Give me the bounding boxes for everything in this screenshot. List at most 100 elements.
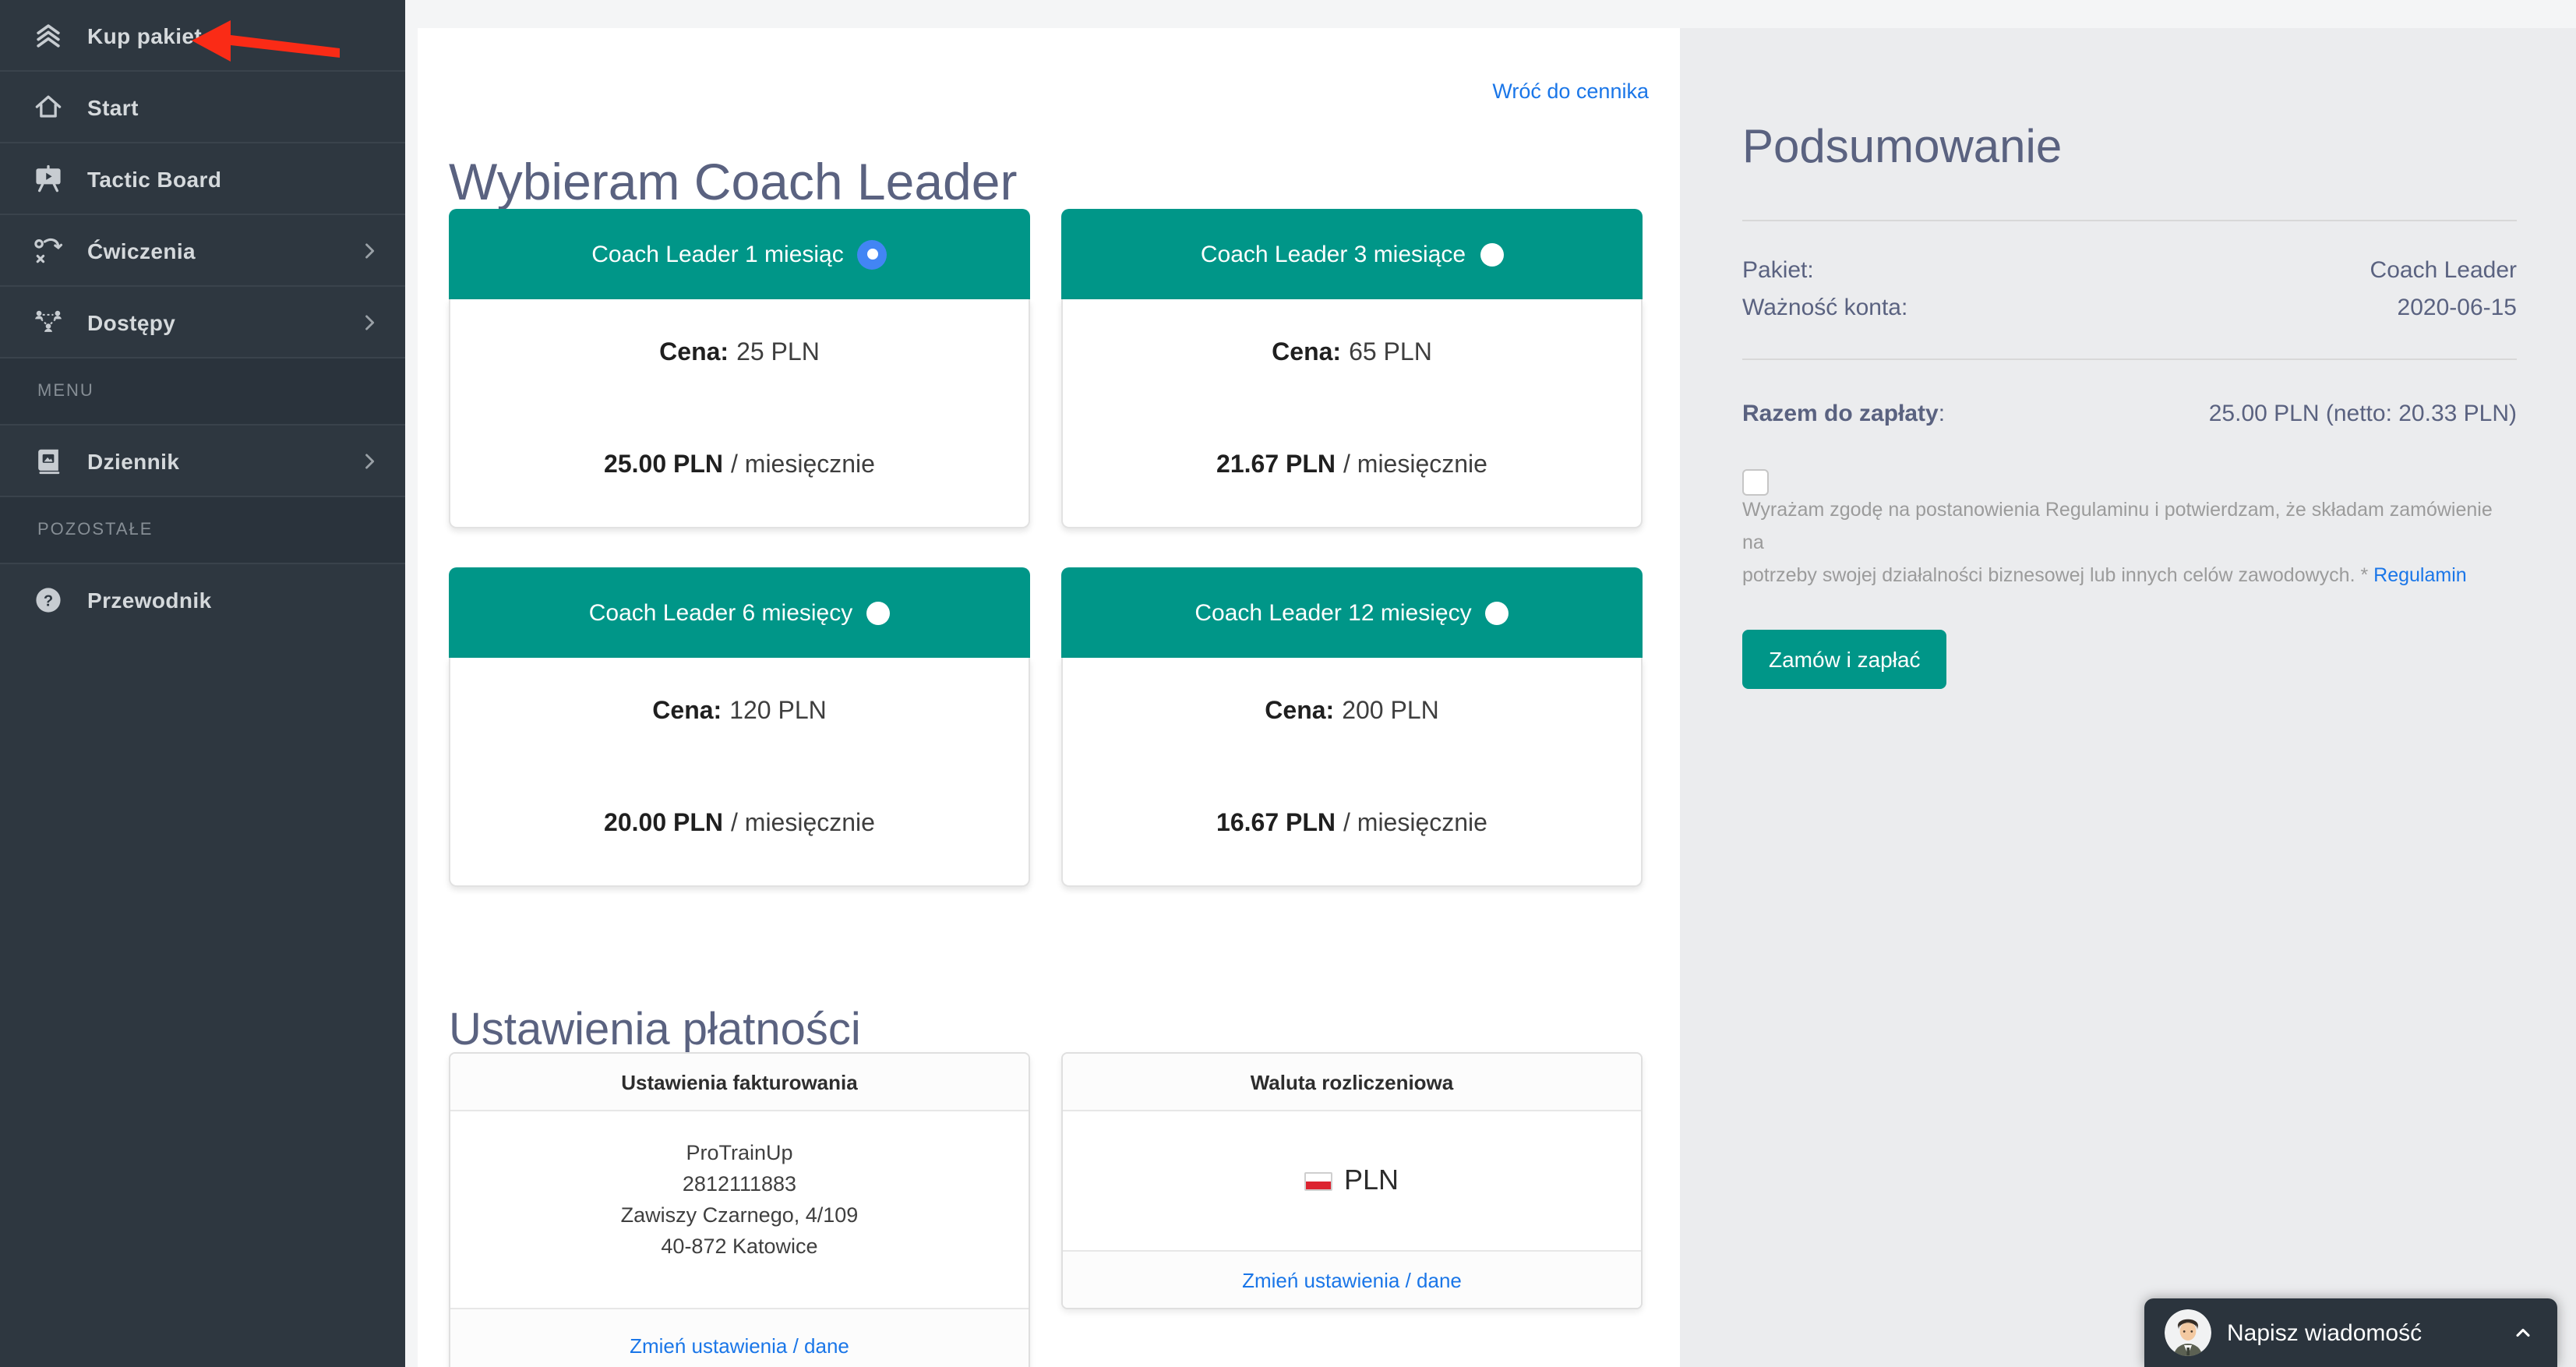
terms-text: Wyrażam zgodę na postanowienia Regulamin… <box>1742 499 2493 586</box>
sidebar-section-pozostale: POZOSTAŁE <box>0 497 405 564</box>
currency-value-row: PLN <box>1063 1111 1641 1250</box>
main-content: Wróć do cennika Wybieram Coach Leader Co… <box>418 28 1680 1367</box>
sidebar-item-label: Start <box>87 94 139 119</box>
summary-panel: Podsumowanie Pakiet: Coach Leader Ważnoś… <box>1680 28 2576 1367</box>
sidebar-item-label: Dziennik <box>87 448 180 473</box>
chevron-right-icon <box>358 239 380 261</box>
plan-header[interactable]: Coach Leader 3 miesiące <box>1061 209 1643 299</box>
plan-title: Coach Leader 1 miesiąc <box>591 241 844 267</box>
summary-row-validity: Ważność konta: 2020-06-15 <box>1742 290 2517 327</box>
billing-line: ProTrainUp <box>686 1141 793 1164</box>
journal-icon <box>31 443 65 478</box>
currency-card-title: Waluta rozliczeniowa <box>1063 1054 1641 1111</box>
support-avatar <box>2165 1309 2211 1356</box>
plan-list: Coach Leader 1 miesiąc Cena: 25 PLN 25.00… <box>449 209 1643 887</box>
chevron-up-icon <box>2512 1322 2534 1344</box>
sidebar-item-label: Przewodnik <box>87 588 212 613</box>
guide-icon: ? <box>31 583 65 617</box>
sidebar-section-menu: MENU <box>0 359 405 426</box>
currency-value: PLN <box>1343 1164 1399 1196</box>
sidebar-item-label: Tactic Board <box>87 166 222 191</box>
validity-value: 2020-06-15 <box>2397 295 2517 321</box>
plan-radio[interactable] <box>1485 601 1509 624</box>
plan-header[interactable]: Coach Leader 12 miesięcy <box>1061 567 1643 658</box>
sidebar-item-tactic-board[interactable]: Tactic Board <box>0 143 405 215</box>
summary-row-total: Razem do zapłaty: 25.00 PLN (netto: 20.3… <box>1742 396 2517 433</box>
payment-settings-title: Ustawienia płatności <box>449 1005 861 1056</box>
plan-price: Cena: 65 PLN <box>1272 340 1432 366</box>
sidebar-item-kup-pakiet[interactable]: Kup pakiet <box>0 0 405 72</box>
poland-flag-icon <box>1304 1171 1333 1190</box>
plan-card: Coach Leader 12 miesięcy Cena: 200 PLN 16… <box>1061 567 1643 887</box>
plan-price: Cena: 25 PLN <box>659 340 820 366</box>
divider <box>1742 359 2517 360</box>
currency-card-footer: Zmień ustawienia / dane <box>1063 1250 1641 1308</box>
page-title: Wybieram Coach Leader <box>449 153 1018 211</box>
billing-card-title: Ustawienia fakturowania <box>450 1054 1029 1111</box>
plan-monthly-price: 16.67 PLN / miesięcznie <box>1216 811 1487 837</box>
plan-header[interactable]: Coach Leader 6 miesięcy <box>449 567 1030 658</box>
billing-settings-card: Ustawienia fakturowania ProTrainUp 28121… <box>449 1052 1030 1367</box>
package-label: Pakiet: <box>1742 257 1814 284</box>
total-label: Razem do zapłaty: <box>1742 401 1946 427</box>
billing-card-footer: Zmień ustawienia / dane <box>450 1308 1029 1367</box>
plan-radio[interactable] <box>1480 242 1504 266</box>
divider <box>1742 220 2517 221</box>
sidebar-section-label: MENU <box>37 382 94 401</box>
access-icon <box>31 305 65 339</box>
chat-widget[interactable]: Napisz wiadomość <box>2144 1298 2557 1367</box>
plan-card: Coach Leader 3 miesiące Cena: 65 PLN 21.6… <box>1061 209 1643 528</box>
change-currency-settings-link[interactable]: Zmień ustawienia / dane <box>1242 1268 1462 1291</box>
plan-monthly-price: 25.00 PLN / miesięcznie <box>604 452 875 479</box>
chevron-right-icon <box>358 450 380 472</box>
plan-price: Cena: 200 PLN <box>1265 698 1439 725</box>
plan-title: Coach Leader 3 miesiące <box>1200 241 1466 267</box>
sidebar-item-label: Ćwiczenia <box>87 238 196 263</box>
billing-line: Zawiszy Czarnego, 4/109 <box>620 1203 859 1227</box>
svg-text:?: ? <box>44 592 53 609</box>
plan-card: Coach Leader 1 miesiąc Cena: 25 PLN 25.00… <box>449 209 1030 528</box>
sidebar-item-przewodnik[interactable]: ? Przewodnik <box>0 564 405 636</box>
order-and-pay-button[interactable]: Zamów i zapłać <box>1742 630 1947 689</box>
plan-card: Coach Leader 6 miesięcy Cena: 120 PLN 20.… <box>449 567 1030 887</box>
billing-line: 2812111883 <box>682 1172 797 1196</box>
plan-body: Cena: 200 PLN 16.67 PLN / miesięcznie <box>1061 658 1643 887</box>
plan-body: Cena: 25 PLN 25.00 PLN / miesięcznie <box>449 299 1030 528</box>
sidebar-item-dostepy[interactable]: Dostępy <box>0 287 405 359</box>
sidebar-item-label: Kup pakiet <box>87 23 203 48</box>
exercises-icon <box>31 233 65 267</box>
plan-price: Cena: 120 PLN <box>652 698 827 725</box>
back-to-pricing-link[interactable]: Wróć do cennika <box>1492 79 1649 103</box>
plan-radio[interactable] <box>866 601 891 624</box>
sidebar-item-cwiczenia[interactable]: Ćwiczenia <box>0 215 405 287</box>
plan-monthly-price: 21.67 PLN / miesięcznie <box>1216 452 1487 479</box>
billing-details: ProTrainUp 2812111883 Zawiszy Czarnego, … <box>450 1111 1029 1308</box>
terms-link[interactable]: Regulamin <box>2373 564 2467 586</box>
plan-title: Coach Leader 12 miesięcy <box>1194 599 1472 626</box>
packages-icon <box>31 18 65 52</box>
summary-row-package: Pakiet: Coach Leader <box>1742 253 2517 290</box>
sidebar-item-start[interactable]: Start <box>0 72 405 143</box>
plan-title: Coach Leader 6 miesięcy <box>588 599 853 626</box>
package-value: Coach Leader <box>2370 257 2517 284</box>
billing-line: 40-872 Katowice <box>661 1235 818 1258</box>
sidebar-section-label: POZOSTAŁE <box>37 521 154 539</box>
consent-checkbox[interactable] <box>1742 469 1769 496</box>
change-billing-settings-link[interactable]: Zmień ustawienia / dane <box>630 1334 849 1358</box>
currency-card: Waluta rozliczeniowa PLN Zmień ustawieni… <box>1061 1052 1643 1309</box>
plan-body: Cena: 120 PLN 20.00 PLN / miesięcznie <box>449 658 1030 887</box>
sidebar-item-label: Dostępy <box>87 309 176 334</box>
summary-title: Podsumowanie <box>1742 122 2063 173</box>
sidebar-item-dziennik[interactable]: Dziennik <box>0 426 405 497</box>
total-value: 25.00 PLN (netto: 20.33 PLN) <box>2208 401 2517 427</box>
payment-settings-cards: Ustawienia fakturowania ProTrainUp 28121… <box>449 1052 1643 1367</box>
plan-header[interactable]: Coach Leader 1 miesiąc <box>449 209 1030 299</box>
chevron-right-icon <box>358 311 380 333</box>
plan-body: Cena: 65 PLN 21.67 PLN / miesięcznie <box>1061 299 1643 528</box>
home-icon <box>31 90 65 124</box>
tactic-board-icon <box>31 161 65 196</box>
validity-label: Ważność konta: <box>1742 295 1908 321</box>
chat-label: Napisz wiadomość <box>2227 1319 2422 1346</box>
plan-radio[interactable] <box>857 239 887 269</box>
